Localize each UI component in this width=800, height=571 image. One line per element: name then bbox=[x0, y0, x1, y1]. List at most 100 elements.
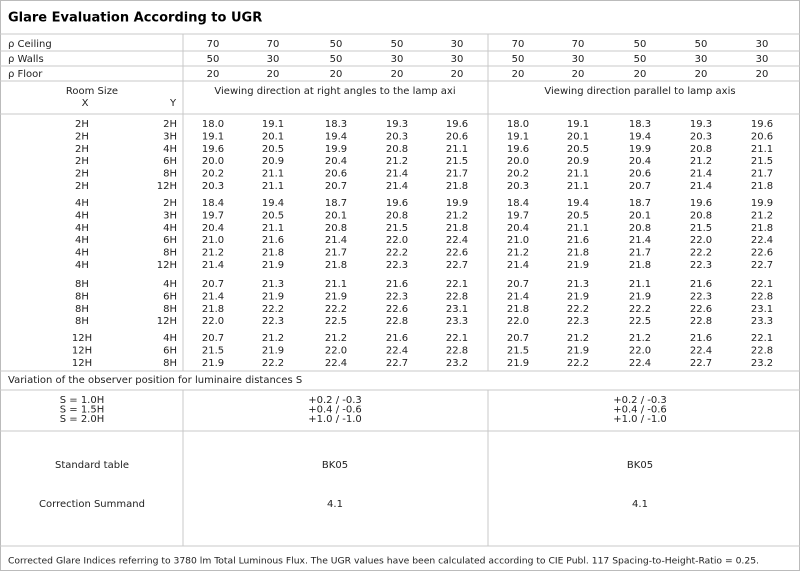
cell: 21.8 bbox=[446, 223, 468, 234]
cell: 20.7 bbox=[507, 333, 529, 344]
cell: 21.1 bbox=[262, 181, 284, 192]
cell: 20.3 bbox=[202, 181, 224, 192]
cell: 19.6 bbox=[446, 119, 468, 130]
cell: 19.3 bbox=[386, 119, 408, 130]
cell: 22.6 bbox=[446, 248, 468, 259]
cell: 21.5 bbox=[751, 156, 773, 167]
cell: 30 bbox=[451, 54, 464, 65]
room-x: 8H bbox=[75, 291, 89, 302]
cell: 19.9 bbox=[446, 198, 468, 209]
room-x: 4H bbox=[75, 210, 89, 221]
cell: 20.9 bbox=[567, 156, 589, 167]
cell: 21.9 bbox=[629, 291, 651, 302]
room-x: 2H bbox=[75, 131, 89, 142]
cell: 21.1 bbox=[567, 169, 589, 180]
cell: 20.7 bbox=[202, 333, 224, 344]
cell: 23.2 bbox=[751, 358, 773, 369]
room-x: 2H bbox=[75, 156, 89, 167]
cell: BK05 bbox=[627, 460, 653, 471]
cell: 22.3 bbox=[567, 316, 589, 327]
cell: 21.1 bbox=[262, 223, 284, 234]
cell: 20.0 bbox=[202, 156, 224, 167]
cell: 22.6 bbox=[690, 304, 712, 315]
cell: 18.4 bbox=[507, 198, 529, 209]
cell: 18.7 bbox=[325, 198, 347, 209]
cell: 50 bbox=[330, 39, 343, 50]
cell: 18.4 bbox=[202, 198, 224, 209]
cell: 21.6 bbox=[567, 235, 589, 246]
cell: 21.1 bbox=[751, 144, 773, 155]
cell: 20 bbox=[756, 69, 769, 80]
room-y: 12H bbox=[157, 181, 177, 192]
s-label: S = 1.0H bbox=[60, 395, 105, 406]
row-label: ρ Walls bbox=[8, 54, 44, 65]
cell: 22.2 bbox=[567, 358, 589, 369]
cell: 19.7 bbox=[507, 210, 529, 221]
cell: BK05 bbox=[322, 460, 348, 471]
cell: 21.5 bbox=[690, 223, 712, 234]
cell: 21.5 bbox=[386, 223, 408, 234]
cell: 23.1 bbox=[446, 304, 468, 315]
room-x: 12H bbox=[72, 345, 92, 356]
cell: 18.3 bbox=[629, 119, 651, 130]
room-y: 3H bbox=[163, 210, 177, 221]
cell: 4.1 bbox=[632, 499, 648, 510]
cell: 20.6 bbox=[325, 169, 347, 180]
cell: 20.6 bbox=[629, 169, 651, 180]
header: Y bbox=[169, 98, 177, 109]
cell: 22.2 bbox=[629, 304, 651, 315]
cell: 22.7 bbox=[386, 358, 408, 369]
cell: 20.4 bbox=[202, 223, 224, 234]
cell: 20.1 bbox=[325, 210, 347, 221]
cell: 30 bbox=[572, 54, 585, 65]
cell: 22.3 bbox=[386, 260, 408, 271]
cell: 20.4 bbox=[507, 223, 529, 234]
room-y: 8H bbox=[163, 169, 177, 180]
cell: 21.5 bbox=[446, 156, 468, 167]
cell: 19.7 bbox=[202, 210, 224, 221]
cell: 22.2 bbox=[325, 304, 347, 315]
cell: 22.8 bbox=[690, 316, 712, 327]
cell: 50 bbox=[207, 54, 220, 65]
cell: 30 bbox=[451, 39, 464, 50]
room-y: 4H bbox=[163, 279, 177, 290]
cell: 22.2 bbox=[262, 358, 284, 369]
cell: 30 bbox=[267, 54, 280, 65]
cell: 20 bbox=[572, 69, 585, 80]
room-x: 4H bbox=[75, 235, 89, 246]
section-title: Variation of the observer position for l… bbox=[8, 375, 302, 386]
cell: +1.0 / -1.0 bbox=[308, 414, 362, 425]
cell: 20.4 bbox=[325, 156, 347, 167]
cell: 21.4 bbox=[507, 260, 529, 271]
cell: 22.4 bbox=[386, 345, 408, 356]
header: Viewing direction parallel to lamp axis bbox=[544, 86, 735, 97]
cell: 21.2 bbox=[629, 333, 651, 344]
cell: 22.4 bbox=[446, 235, 468, 246]
cell: 19.1 bbox=[202, 131, 224, 142]
cell: 21.8 bbox=[751, 181, 773, 192]
cell: 19.6 bbox=[386, 198, 408, 209]
cell: 22.4 bbox=[629, 358, 651, 369]
room-x: 12H bbox=[72, 333, 92, 344]
cell: 18.3 bbox=[325, 119, 347, 130]
cell: 19.4 bbox=[325, 131, 347, 142]
cell: 20.4 bbox=[629, 156, 651, 167]
room-x: 2H bbox=[75, 169, 89, 180]
cell: 21.6 bbox=[690, 279, 712, 290]
cell: 21.6 bbox=[386, 333, 408, 344]
cell: 22.3 bbox=[262, 316, 284, 327]
cell: 22.0 bbox=[690, 235, 712, 246]
cell: 50 bbox=[634, 54, 647, 65]
cell: 22.0 bbox=[507, 316, 529, 327]
cell: 20.6 bbox=[751, 131, 773, 142]
cell: 20.1 bbox=[262, 131, 284, 142]
cell: 21.4 bbox=[202, 260, 224, 271]
cell: +0.4 / -0.6 bbox=[613, 405, 667, 416]
room-y: 6H bbox=[163, 156, 177, 167]
cell: 21.8 bbox=[629, 260, 651, 271]
cell: 20.2 bbox=[507, 169, 529, 180]
room-x: 2H bbox=[75, 181, 89, 192]
room-y: 3H bbox=[163, 131, 177, 142]
cell: 20 bbox=[391, 69, 404, 80]
cell: 21.2 bbox=[325, 333, 347, 344]
